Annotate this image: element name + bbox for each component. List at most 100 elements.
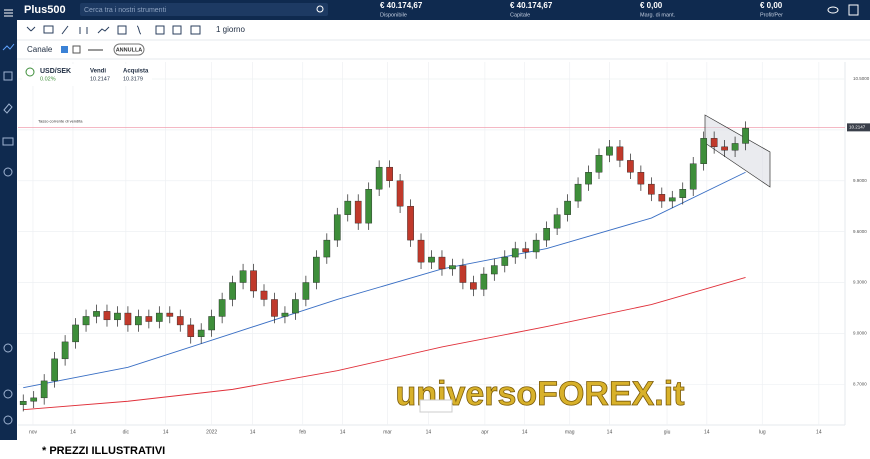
sidebar: [0, 20, 17, 440]
candle-body: [135, 316, 142, 326]
candle-body: [543, 228, 550, 241]
candle-body: [93, 311, 100, 317]
y-tick-label: 9.6000: [853, 229, 867, 234]
compare-icon[interactable]: [43, 25, 54, 34]
funds-icon[interactable]: [3, 167, 13, 177]
candle-body: [72, 324, 79, 343]
candle-body: [208, 316, 216, 331]
candle-body: [721, 146, 728, 151]
sell-label: Vendi: [90, 69, 106, 75]
calendar-icon[interactable]: [172, 25, 182, 35]
x-tick-label: apr: [481, 429, 489, 435]
fullscreen-icon[interactable]: [26, 26, 36, 32]
candle-body: [470, 282, 477, 290]
x-tick-label: lug: [759, 429, 766, 435]
candle-body: [386, 166, 393, 181]
zoom-controls[interactable]: [419, 399, 453, 413]
candle-body: [700, 138, 708, 164]
buy-price[interactable]: 10.3179: [123, 76, 143, 82]
tools-icon[interactable]: [190, 25, 201, 35]
stat-label: Profit/Per: [760, 12, 783, 18]
candle-body: [647, 183, 655, 195]
moving-average: [23, 171, 746, 389]
interval-select[interactable]: 1 giorno: [216, 25, 245, 34]
drawing-tool[interactable]: Canale: [27, 45, 53, 54]
y-tick-label: 9.0000: [853, 331, 867, 336]
candle-body: [354, 200, 362, 224]
x-tick-label: 14: [607, 429, 613, 435]
search-icon[interactable]: [316, 5, 324, 13]
add-icon[interactable]: [25, 67, 35, 77]
case-icon[interactable]: [2, 137, 14, 146]
x-tick-label: 14: [163, 429, 169, 435]
fx-icon[interactable]: [136, 25, 142, 35]
candle-body: [564, 200, 571, 215]
candle-body: [679, 189, 687, 198]
trend-icon[interactable]: [97, 26, 110, 34]
candle-body: [281, 312, 289, 317]
x-tick-label: 2022: [206, 429, 217, 435]
candle-body: [302, 282, 310, 300]
fill-picker[interactable]: [72, 45, 81, 54]
candle-body: [271, 299, 278, 317]
candle-body: [522, 248, 530, 253]
stat-value: € 0,00: [640, 1, 663, 10]
candle-body: [155, 312, 163, 322]
candle-body: [229, 282, 236, 300]
x-tick-label: 14: [426, 429, 432, 435]
x-tick-label: nov: [29, 429, 38, 435]
y-tick-label: 9.9000: [853, 178, 867, 183]
candle-body: [19, 401, 27, 405]
draw-icon[interactable]: [61, 25, 69, 35]
candle-body: [407, 205, 414, 241]
candle-body: [61, 341, 69, 360]
buy-label: Acquista: [123, 69, 149, 75]
sell-price[interactable]: 10.2147: [90, 76, 110, 82]
x-tick-label: mar: [383, 429, 392, 435]
candle-body: [365, 189, 373, 224]
candle-body: [501, 256, 509, 266]
support-icon[interactable]: [3, 343, 13, 353]
candle-body: [396, 180, 404, 207]
color-picker[interactable]: [61, 46, 68, 53]
chart-icon[interactable]: [2, 43, 15, 51]
candle-body: [627, 160, 634, 173]
stat-label: Marg. di mant.: [640, 12, 676, 18]
candle-body: [82, 316, 90, 326]
x-tick-label: 14: [250, 429, 256, 435]
candle-body: [30, 397, 38, 402]
current-price-tag: [847, 123, 870, 132]
candle-body: [51, 358, 58, 382]
trade-icon[interactable]: [3, 71, 13, 81]
cancel-button[interactable]: [113, 43, 145, 56]
indicator-icon[interactable]: [79, 27, 88, 34]
candle-body: [40, 380, 48, 399]
menu-icon[interactable]: [848, 4, 859, 16]
moving-average: [23, 276, 746, 411]
candle-body: [668, 197, 676, 202]
save-icon[interactable]: [155, 25, 165, 35]
candle-body: [417, 239, 425, 263]
candle-body: [532, 239, 540, 253]
instrument-box: [22, 64, 152, 86]
candle-body: [438, 256, 446, 270]
x-tick-label: 14: [704, 429, 710, 435]
layout-icon[interactable]: [117, 25, 127, 35]
candle-body: [333, 214, 341, 241]
account-icon[interactable]: [3, 415, 13, 425]
candle-body: [595, 155, 603, 173]
x-tick-label: 14: [816, 429, 822, 435]
candle-body: [313, 256, 320, 283]
candle-body: [260, 290, 268, 300]
candle-body: [449, 265, 456, 270]
hamburger-icon[interactable]: [4, 9, 13, 17]
x-tick-label: mag: [565, 429, 575, 435]
tag-icon[interactable]: [3, 103, 13, 114]
settings-icon[interactable]: [3, 389, 13, 399]
search-box[interactable]: [80, 3, 328, 16]
annotation: Tasso corrente di vendita: [38, 118, 83, 123]
hide-icon[interactable]: [827, 6, 839, 14]
current-price-label: 10.2147: [849, 125, 866, 130]
stat-value: € 40.174,67: [510, 1, 553, 10]
